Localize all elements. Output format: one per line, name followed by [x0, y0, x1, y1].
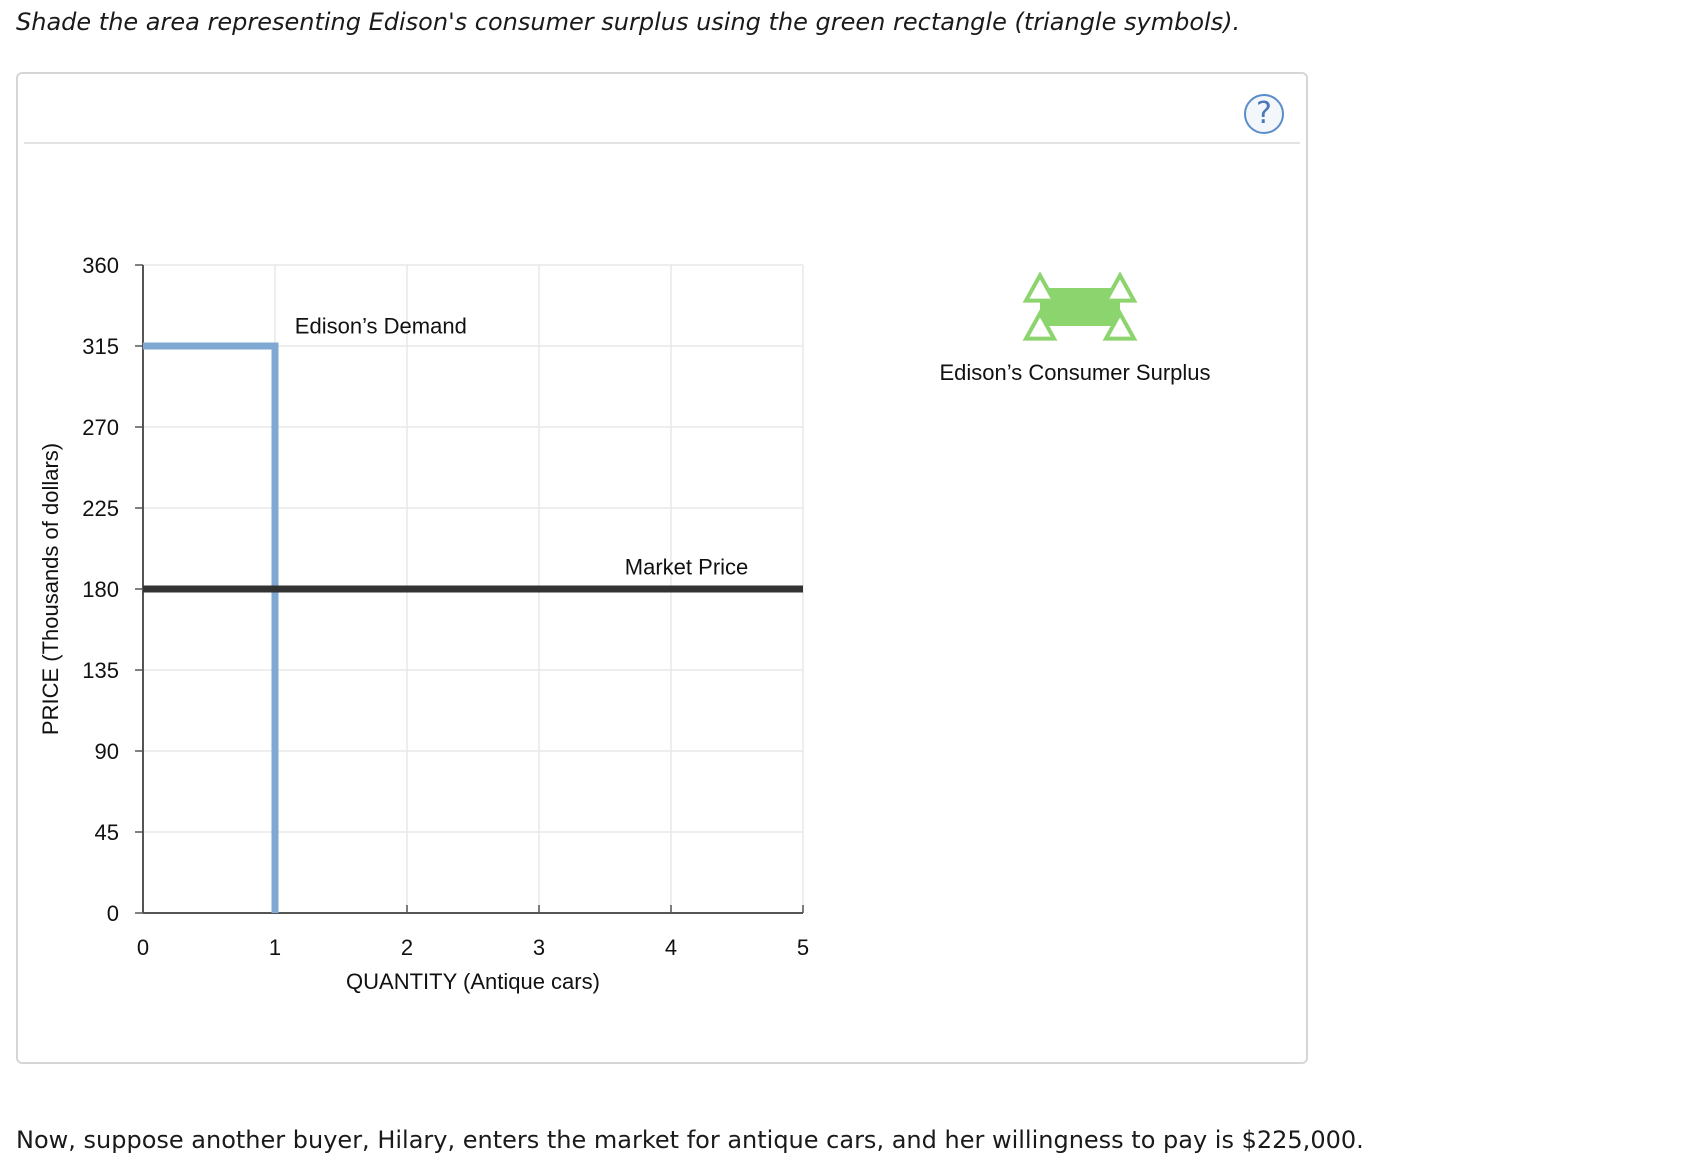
- y-tick-label: 90: [95, 739, 119, 764]
- x-tick-label: 2: [401, 935, 413, 960]
- y-tick-label: 225: [82, 496, 119, 521]
- palette-rectangle: [1040, 288, 1120, 326]
- x-tick-label: 1: [269, 935, 281, 960]
- x-tick-label: 5: [797, 935, 809, 960]
- y-axis-title: PRICE (Thousands of dollars): [38, 443, 63, 735]
- x-axis-title: QUANTITY (Antique cars): [346, 969, 600, 994]
- y-tick-label: 270: [82, 415, 119, 440]
- palette-triangle-handle-icon: [1102, 309, 1138, 341]
- y-tick-label: 180: [82, 577, 119, 602]
- series-label-1: Market Price: [625, 555, 748, 580]
- y-tick-label: 135: [82, 658, 119, 683]
- palette-triangle-handle-icon: [1102, 271, 1138, 303]
- series-label-0: Edison’s Demand: [295, 313, 467, 338]
- y-tick-label: 45: [95, 820, 119, 845]
- graph-panel: ?: [16, 72, 1308, 1064]
- y-tick-label: 315: [82, 334, 119, 359]
- y-tick-label: 360: [82, 253, 119, 278]
- chart-series: [143, 342, 803, 913]
- x-tick-label: 0: [137, 935, 149, 960]
- y-tick-label: 0: [107, 901, 119, 926]
- follow-up-text: Now, suppose another buyer, Hilary, ente…: [16, 1126, 1364, 1154]
- series-line-0: [143, 342, 279, 913]
- panel-divider: [24, 142, 1300, 144]
- instruction-text: Shade the area representing Edison's con…: [16, 8, 1241, 36]
- palette-triangle-handle-icon: [1022, 271, 1058, 303]
- palette-tool[interactable]: [1022, 271, 1138, 341]
- x-tick-label: 3: [533, 935, 545, 960]
- x-tick-label: 4: [665, 935, 677, 960]
- palette-label: Edison’s Consumer Surplus: [939, 360, 1211, 385]
- palette-triangle-handle-icon: [1022, 309, 1058, 341]
- help-button[interactable]: ?: [1244, 94, 1284, 134]
